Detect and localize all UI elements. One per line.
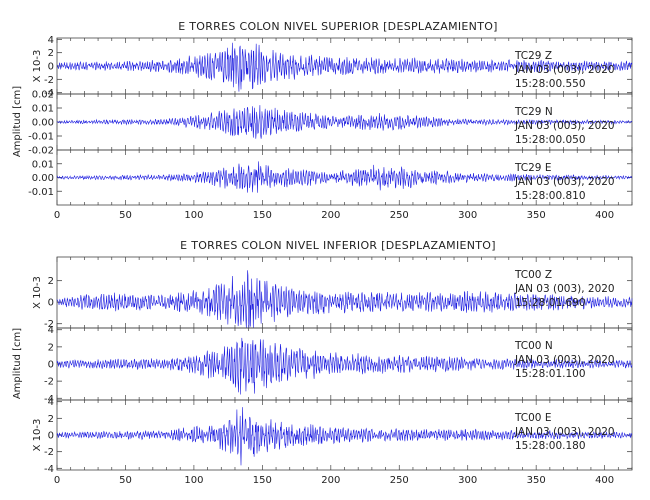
y-tick-label: -4 (44, 88, 54, 99)
waveform-trace-1-1 (56, 337, 633, 395)
date-label: JAN 03 (003), 2020 (514, 283, 615, 295)
scale-factor-label: X 10-3 (32, 276, 43, 309)
time-label: 15:28:01.690 (515, 297, 586, 309)
y-tick-label: 0 (48, 298, 54, 309)
top-panel-title: E TORRES COLON NIVEL SUPERIOR [DESPLAZAM… (178, 20, 498, 33)
time-label: 15:28:00.810 (515, 190, 586, 202)
waveform-trace-0-1 (56, 105, 633, 139)
waveform-trace-1-0 (56, 270, 633, 329)
x-tick-label: 50 (119, 475, 132, 486)
y-tick-label: 0.01 (32, 104, 54, 115)
y-tick-label: 4 (48, 325, 54, 336)
y-tick-label: 4 (48, 397, 54, 408)
y-tick-label: -2 (44, 319, 54, 330)
y-tick-label: 0.00 (32, 118, 54, 129)
x-tick-label: 150 (253, 475, 272, 486)
x-tick-label: 0 (54, 475, 60, 486)
y-tick-label: -0.01 (28, 132, 54, 143)
x-tick-label: 100 (184, 475, 203, 486)
bottom-panel-title: E TORRES COLON NIVEL INFERIOR [DESPLAZAM… (180, 239, 496, 252)
station-label: TC29 E (514, 162, 551, 174)
y-tick-label: 0 (48, 62, 54, 73)
time-label: 15:28:01.100 (515, 368, 586, 380)
y-tick-label: 0 (48, 431, 54, 442)
waveform-trace-0-0 (56, 42, 633, 92)
x-tick-label: 400 (595, 475, 614, 486)
x-tick-label: 250 (390, 210, 409, 221)
date-label: JAN 03 (003), 2020 (514, 426, 615, 438)
y-tick-label: -2 (44, 447, 54, 458)
y-tick-label: 0.01 (32, 159, 54, 170)
y-tick-label: 2 (48, 414, 54, 425)
ylabel-1: Amplitud [cm] (12, 328, 23, 399)
y-tick-label: -0.01 (28, 187, 54, 198)
y-tick-label: -0.02 (28, 146, 54, 157)
time-label: 15:28:00.180 (515, 440, 586, 452)
date-label: JAN 03 (003), 2020 (514, 64, 615, 76)
x-tick-label: 250 (390, 475, 409, 486)
scale-factor-label: X 10-3 (32, 419, 43, 452)
date-label: JAN 03 (003), 2020 (514, 120, 615, 132)
y-tick-label: 0.02 (32, 90, 54, 101)
y-tick-label: -2 (44, 75, 54, 86)
x-tick-label: 300 (458, 210, 477, 221)
y-tick-label: 4 (48, 35, 54, 46)
x-tick-label: 200 (321, 475, 340, 486)
station-label: TC00 E (514, 412, 551, 424)
y-tick-label: 0.00 (32, 173, 54, 184)
x-tick-label: 400 (595, 210, 614, 221)
x-tick-label: 350 (527, 210, 546, 221)
station-label: TC00 N (514, 340, 553, 352)
station-label: TC29 N (514, 106, 553, 118)
y-tick-label: 2 (48, 342, 54, 353)
y-tick-label: 2 (48, 48, 54, 59)
waveform-trace-1-2 (56, 407, 633, 466)
x-tick-label: 300 (458, 475, 477, 486)
station-label: TC00 Z (514, 269, 552, 281)
date-label: JAN 03 (003), 2020 (514, 354, 615, 366)
x-tick-label: 0 (54, 210, 60, 221)
x-tick-label: 350 (527, 475, 546, 486)
y-tick-label: 0 (48, 360, 54, 371)
scale-factor-label: X 10-3 (32, 50, 43, 83)
x-tick-label: 100 (184, 210, 203, 221)
x-tick-label: 50 (119, 210, 132, 221)
time-label: 15:28:00.550 (515, 78, 586, 90)
x-tick-label: 150 (253, 210, 272, 221)
ylabel-0: Amplitud [cm] (12, 86, 23, 157)
time-label: 15:28:00.050 (515, 134, 586, 146)
date-label: JAN 03 (003), 2020 (514, 176, 615, 188)
station-label: TC29 Z (514, 50, 552, 62)
y-tick-label: -4 (44, 394, 54, 405)
y-tick-label: -4 (44, 464, 54, 475)
x-tick-label: 200 (321, 210, 340, 221)
waveform-trace-0-2 (56, 161, 633, 193)
y-tick-label: -2 (44, 377, 54, 388)
y-tick-label: 2 (48, 276, 54, 287)
